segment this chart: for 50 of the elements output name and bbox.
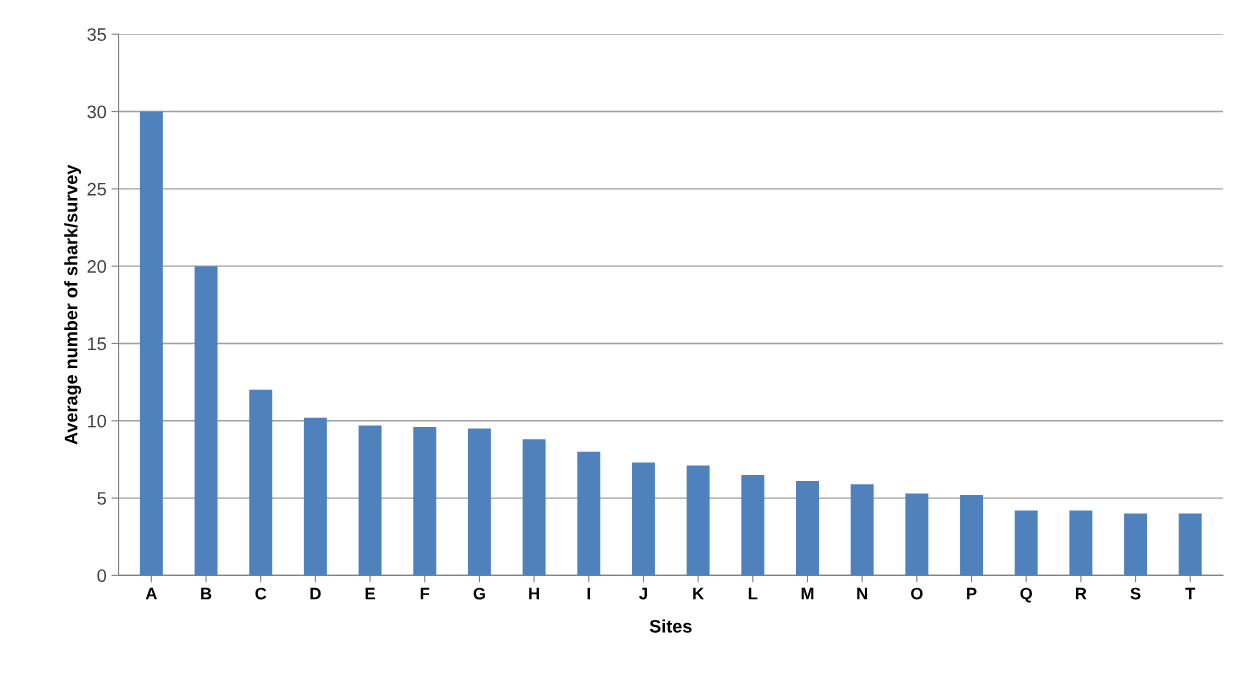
x-tick-label: H <box>529 587 539 600</box>
bar <box>686 465 710 576</box>
x-tick-label: N <box>857 587 868 600</box>
bar <box>194 266 218 576</box>
y-tick-label: 35 <box>87 28 106 41</box>
bar <box>796 481 819 576</box>
bar <box>303 417 327 576</box>
y-tick-label: 0 <box>97 569 107 583</box>
x-axis-title: Sites <box>649 619 692 633</box>
bar <box>522 439 546 576</box>
bar <box>1069 510 1093 576</box>
y-tick-label: 20 <box>87 260 107 273</box>
x-tick-label: E <box>365 587 375 600</box>
x-tick-label: G <box>473 587 485 600</box>
x-tick-label: A <box>145 587 157 600</box>
y-tick-label: 25 <box>87 182 106 196</box>
bar <box>960 495 984 576</box>
x-tick-label: R <box>1075 587 1087 600</box>
bar <box>467 428 491 576</box>
bar <box>249 389 273 576</box>
x-tick-label: I <box>587 587 590 600</box>
x-tick-label: T <box>1185 587 1196 600</box>
x-tick-label: P <box>967 587 977 600</box>
bar <box>1124 513 1148 576</box>
x-tick-label: B <box>201 587 212 600</box>
x-tick-label: F <box>420 587 430 600</box>
x-tick-label: Q <box>1020 587 1032 603</box>
bar <box>741 474 765 576</box>
x-tick-label: J <box>639 587 647 600</box>
x-tick-label: O <box>911 587 923 600</box>
bar <box>905 493 929 576</box>
y-tick-label: 10 <box>88 414 107 428</box>
x-tick-label: D <box>310 587 321 600</box>
bar <box>358 425 382 576</box>
x-tick-label: K <box>693 587 704 600</box>
x-tick-label: L <box>748 587 758 600</box>
bar <box>139 111 163 576</box>
x-tick-label: S <box>1130 587 1141 600</box>
bar <box>850 484 874 576</box>
y-tick-label: 15 <box>88 337 106 351</box>
bar <box>1014 510 1038 576</box>
bar <box>631 462 655 576</box>
x-tick-label: C <box>255 587 267 600</box>
y-tick-label: 5 <box>97 492 106 505</box>
y-axis-title: Average number of shark/survey <box>64 164 82 445</box>
y-tick-label: 30 <box>87 105 107 119</box>
bar <box>413 426 437 576</box>
x-tick-label: M <box>801 587 814 600</box>
bar <box>1178 513 1202 576</box>
bar <box>577 451 601 576</box>
